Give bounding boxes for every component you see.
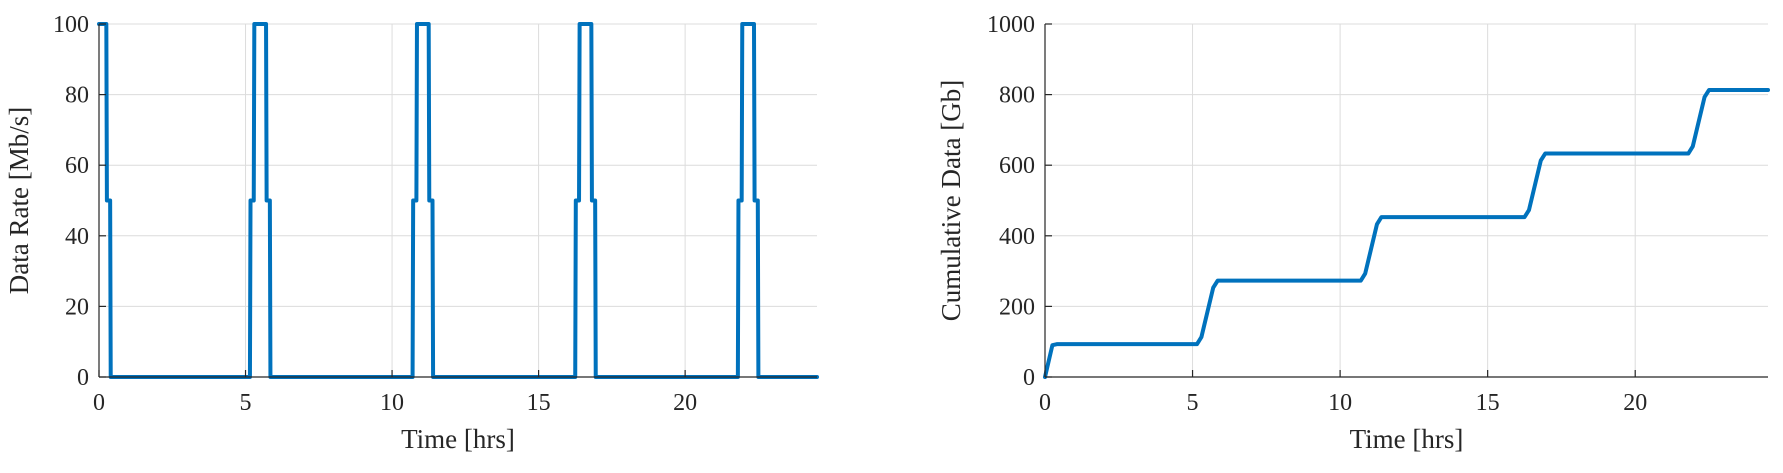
cumulative-data-y-tick-label: 200	[999, 294, 1035, 320]
data-rate-y-axis-label: Data Rate [Mb/s]	[4, 107, 34, 294]
cumulative-data-y-tick-label: 600	[999, 153, 1035, 179]
data-rate-x-tick-label: 10	[380, 390, 404, 416]
data-rate-x-axis-label: Time [hrs]	[401, 424, 515, 454]
cumulative-data-x-tick-label: 20	[1623, 390, 1647, 416]
data-rate-x-tick-label: 5	[240, 390, 252, 416]
data-rate-x-tick-label: 20	[673, 390, 697, 416]
cumulative-data-y-tick-label: 400	[999, 224, 1035, 250]
cumulative-data-x-tick-label: 0	[1039, 390, 1051, 416]
data-rate-y-tick-label: 40	[65, 224, 89, 250]
cumulative-data-y-tick-label: 800	[999, 83, 1035, 109]
cumulative-data-y-axis-label: Cumulative Data [Gb]	[936, 80, 966, 321]
data-rate-chart: 0 5 10 15 20 0 20 40 60 80 100 Time [hrs] Data Rate …	[4, 12, 819, 454]
cumulative-data-x-axis-label: Time [hrs]	[1350, 424, 1464, 454]
cumulative-data-series-line	[1043, 88, 1770, 379]
data-rate-y-tick-label: 100	[53, 12, 89, 38]
cumulative-data-x-tick-label: 5	[1187, 390, 1199, 416]
data-rate-x-tick-label: 0	[93, 390, 105, 416]
data-rate-series-line	[97, 22, 819, 379]
data-rate-y-tick-label: 60	[65, 153, 89, 179]
data-rate-y-tick-label: 0	[77, 365, 89, 391]
cumulative-data-x-tick-label: 15	[1476, 390, 1500, 416]
cumulative-data-x-tick-label: 10	[1328, 390, 1352, 416]
data-rate-x-tick-label: 15	[527, 390, 551, 416]
cumulative-data-y-tick-label: 0	[1023, 365, 1035, 391]
data-rate-y-tick-label: 20	[65, 294, 89, 320]
cumulative-data-y-tick-label: 1000	[987, 12, 1035, 38]
data-rate-y-tick-label: 80	[65, 83, 89, 109]
